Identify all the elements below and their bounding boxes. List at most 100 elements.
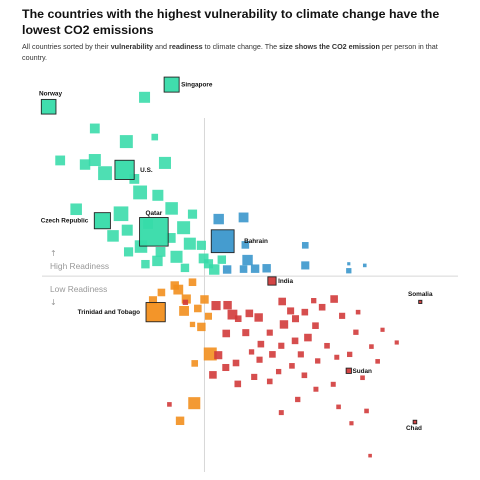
country-marker — [339, 312, 346, 319]
subtitle-part: size shows the CO2 emission — [279, 42, 380, 51]
country-marker — [380, 327, 385, 332]
country-marker — [203, 259, 214, 269]
country-marker — [217, 255, 227, 264]
country-marker — [175, 416, 185, 426]
country-marker — [266, 329, 273, 336]
country-marker — [234, 380, 242, 388]
country-marker — [336, 404, 341, 410]
country-marker — [287, 307, 295, 315]
country-marker — [152, 189, 164, 201]
country-marker — [301, 308, 309, 316]
country-marker-u-s- — [114, 159, 135, 180]
country-marker — [291, 315, 300, 323]
labels-layer: Singapore Norway U.S. Czech Republic Qatar Ba… — [39, 82, 433, 432]
country-marker — [211, 301, 221, 311]
country-marker — [269, 351, 276, 358]
high-readiness-label: High Readiness — [50, 261, 109, 271]
country-marker — [189, 321, 196, 328]
country-marker — [182, 299, 189, 305]
country-marker — [375, 359, 380, 364]
subtitle-part: All countries sorted by their — [22, 42, 111, 51]
points-layer — [40, 76, 423, 458]
country-marker — [262, 264, 271, 273]
country-marker — [152, 255, 163, 267]
up-arrow-icon: ↑ — [50, 249, 57, 258]
country-marker — [369, 344, 374, 349]
country-marker — [301, 242, 309, 249]
subtitle-part: vulnerability — [110, 42, 154, 51]
country-marker — [295, 396, 301, 403]
country-marker — [180, 263, 190, 273]
country-marker — [347, 351, 353, 358]
country-label-u-s-: U.S. — [140, 167, 153, 174]
country-marker — [330, 381, 336, 387]
country-marker — [311, 298, 317, 304]
country-marker — [297, 351, 304, 358]
country-marker — [213, 213, 224, 225]
country-marker — [183, 237, 196, 250]
country-marker — [203, 347, 217, 361]
country-marker — [266, 378, 273, 385]
country-marker — [70, 203, 82, 216]
country-marker-qatar — [139, 217, 169, 247]
country-marker — [157, 288, 166, 297]
country-marker — [98, 166, 112, 181]
country-marker — [289, 363, 295, 369]
country-marker-czech-republic — [93, 212, 111, 230]
country-marker — [177, 221, 191, 235]
country-marker-sudan — [345, 367, 352, 374]
country-marker — [187, 209, 198, 219]
country-marker — [279, 320, 289, 329]
country-marker — [362, 263, 367, 268]
country-label-qatar: Qatar — [146, 210, 163, 217]
country-marker — [238, 212, 249, 223]
country-marker — [141, 259, 150, 269]
country-label-trinidad-and-tobago: Trinidad and Tobago — [78, 309, 140, 316]
country-marker — [315, 358, 321, 364]
country-label-bahrain: Bahrain — [244, 238, 268, 245]
country-label-sudan: Sudan — [352, 368, 372, 375]
country-marker — [291, 337, 299, 345]
country-marker — [349, 421, 354, 426]
country-label-chad: Chad — [406, 425, 422, 432]
country-marker — [179, 306, 189, 316]
country-marker — [155, 246, 166, 257]
country-marker — [133, 185, 148, 200]
country-marker — [222, 265, 232, 274]
subtitle-part: per person in that country. — [22, 42, 438, 62]
country-marker — [121, 224, 133, 236]
country-label-india: India — [278, 278, 293, 285]
country-marker — [250, 264, 260, 273]
country-label-norway: Norway — [39, 91, 63, 98]
chart-subtitle: All countries sorted by their vulnerabil… — [22, 41, 462, 63]
subtitle-part: to climate change. The — [202, 42, 280, 51]
country-marker — [113, 206, 129, 222]
country-marker — [242, 329, 250, 337]
country-marker — [204, 312, 212, 320]
country-marker — [304, 333, 312, 342]
country-marker — [139, 91, 151, 103]
country-label-czech-republic: Czech Republic — [41, 218, 89, 225]
country-marker — [79, 159, 91, 170]
country-marker — [223, 300, 232, 310]
country-marker — [209, 264, 220, 275]
country-marker — [151, 133, 159, 141]
country-label-somalia: Somalia — [408, 291, 433, 298]
country-label-singapore: Singapore — [181, 82, 213, 89]
country-marker — [248, 349, 255, 355]
country-marker — [107, 230, 119, 242]
country-marker — [330, 295, 338, 303]
country-marker-singapore — [163, 76, 180, 93]
country-marker — [227, 309, 238, 320]
country-marker — [278, 342, 285, 349]
country-marker — [257, 340, 265, 348]
country-marker — [167, 402, 172, 407]
country-marker — [355, 309, 361, 315]
country-marker — [347, 262, 351, 266]
country-marker — [301, 372, 308, 379]
country-marker — [158, 156, 171, 169]
country-marker — [278, 297, 286, 306]
country-marker — [222, 329, 231, 338]
country-marker — [313, 386, 319, 392]
